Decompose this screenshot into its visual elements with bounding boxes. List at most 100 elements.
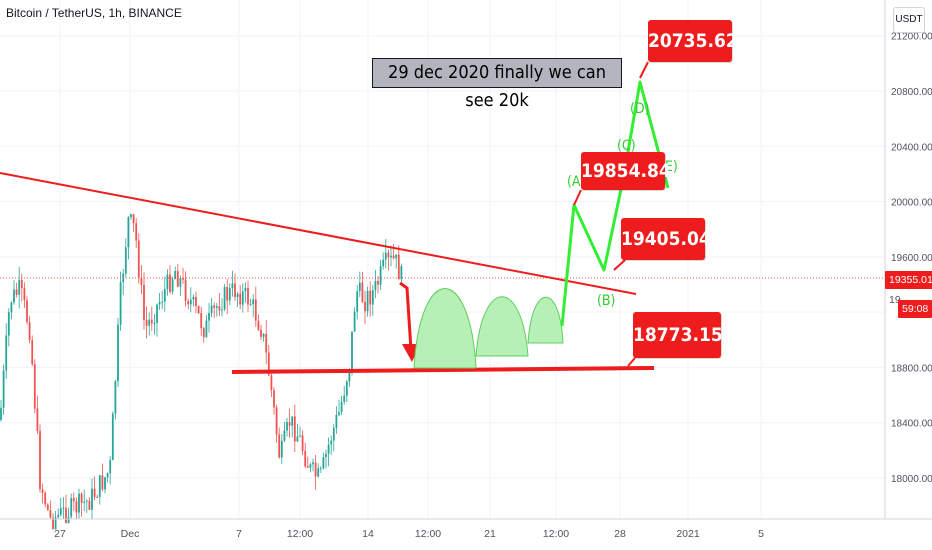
candle-body: [28, 322, 31, 341]
candlestick-series: [0, 213, 403, 530]
callout-target-high: 20735.62: [648, 20, 738, 62]
candle-body: [148, 319, 151, 326]
candle-body: [236, 293, 239, 297]
candle-body: [161, 301, 164, 303]
time-axis[interactable]: 27 Dec 7 12:00 14 12:00 21 12:00 28 2021…: [54, 528, 764, 540]
candle-body: [75, 501, 78, 513]
dome-1: [413, 288, 477, 369]
candle-body: [210, 305, 213, 314]
candle-body: [395, 254, 398, 259]
x-tick-label: 21: [484, 528, 496, 540]
candle-body: [322, 457, 325, 469]
candle-body: [83, 501, 86, 503]
candle-body: [153, 322, 156, 324]
candle-body: [213, 305, 216, 308]
candle-body: [382, 259, 385, 267]
candle-body: [39, 430, 41, 490]
candle-body: [330, 440, 333, 445]
candle-body: [202, 328, 205, 338]
candle-body: [98, 475, 101, 498]
candle-body: [309, 464, 312, 468]
candle-body: [317, 468, 320, 477]
candle-body: [179, 278, 182, 287]
candle-body: [319, 468, 322, 470]
candle-body: [275, 407, 278, 435]
candle-body: [169, 274, 171, 292]
candle-body: [267, 352, 270, 376]
elliott-wave-path: [560, 80, 670, 327]
candle-body: [184, 279, 187, 301]
candle-body: [293, 416, 296, 442]
candle-body: [345, 381, 348, 396]
candle-body: [182, 278, 184, 280]
candle-body: [244, 287, 247, 292]
callout-wave-a-high: 19854.84: [581, 152, 671, 190]
candle-body: [18, 280, 21, 295]
y-tick-label: 19600.00: [891, 253, 932, 264]
candle-body: [283, 430, 286, 441]
candle-body: [400, 266, 403, 280]
candle-body: [223, 287, 226, 310]
x-tick-label: 12:00: [543, 528, 569, 540]
candle-body: [351, 331, 353, 370]
candle-body: [106, 473, 109, 478]
candle-body: [249, 304, 252, 306]
y-tick-label: 20000.00: [891, 198, 932, 209]
candle-body: [143, 284, 145, 320]
candle-body: [156, 304, 158, 323]
candle-body: [197, 306, 200, 314]
candle-body: [278, 434, 281, 458]
candle-body: [46, 504, 49, 511]
candle-body: [10, 302, 13, 313]
candle-body: [137, 240, 140, 278]
candle-body: [338, 412, 340, 415]
candle-body: [397, 254, 400, 280]
candle-body: [70, 497, 73, 517]
y-tick-label: 20800.00: [891, 87, 932, 98]
candle-body: [96, 496, 99, 498]
candle-body: [371, 290, 374, 305]
candle-body: [49, 510, 52, 518]
candle-body: [2, 370, 5, 408]
candle-body: [158, 302, 161, 305]
candle-body: [187, 300, 190, 305]
candle-body: [231, 283, 234, 289]
wave-labels: (A) (B) (C) (D) (E): [567, 101, 678, 309]
candle-body: [343, 395, 346, 402]
candle-body: [57, 514, 60, 518]
candle-body: [67, 516, 70, 524]
symbol-label[interactable]: Bitcoin / TetherUS, 1h, BINANCE: [6, 6, 182, 20]
candle-body: [364, 301, 366, 312]
candle-body: [62, 507, 65, 509]
candle-body: [88, 500, 91, 510]
dome-3: [527, 297, 564, 344]
candle-body: [260, 329, 262, 337]
candle-body: [78, 493, 80, 513]
candle-body: [296, 436, 299, 442]
annotation-box: 29 dec 2020 finally we can see 20k: [372, 58, 622, 111]
candle-body: [288, 422, 291, 426]
candle-body: [356, 291, 359, 312]
candle-body: [176, 271, 179, 287]
y-tick-label: 20400.00: [891, 142, 932, 153]
candle-body: [254, 299, 257, 321]
candle-body: [348, 369, 351, 382]
consolidation-domes: [413, 288, 564, 369]
candle-body: [241, 291, 244, 305]
candle-body: [234, 283, 236, 297]
candle-body: [205, 320, 208, 338]
candle-body: [299, 435, 301, 437]
y-tick-label: 18800.00: [891, 363, 932, 374]
currency-badge[interactable]: USDT: [893, 7, 925, 33]
price-axis[interactable]: 18000.0018400.0018800.0019200.0019600.00…: [891, 32, 932, 485]
candle-body: [304, 450, 307, 467]
x-tick-label: 5: [758, 528, 764, 540]
candle-body: [41, 489, 44, 493]
candle-body: [265, 333, 268, 353]
candle-body: [36, 408, 39, 431]
candle-body: [166, 274, 169, 290]
x-tick-label: 12:00: [287, 528, 313, 540]
candle-body: [15, 289, 18, 295]
candle-body: [150, 319, 153, 324]
y-tick-label: 18400.00: [891, 419, 932, 430]
